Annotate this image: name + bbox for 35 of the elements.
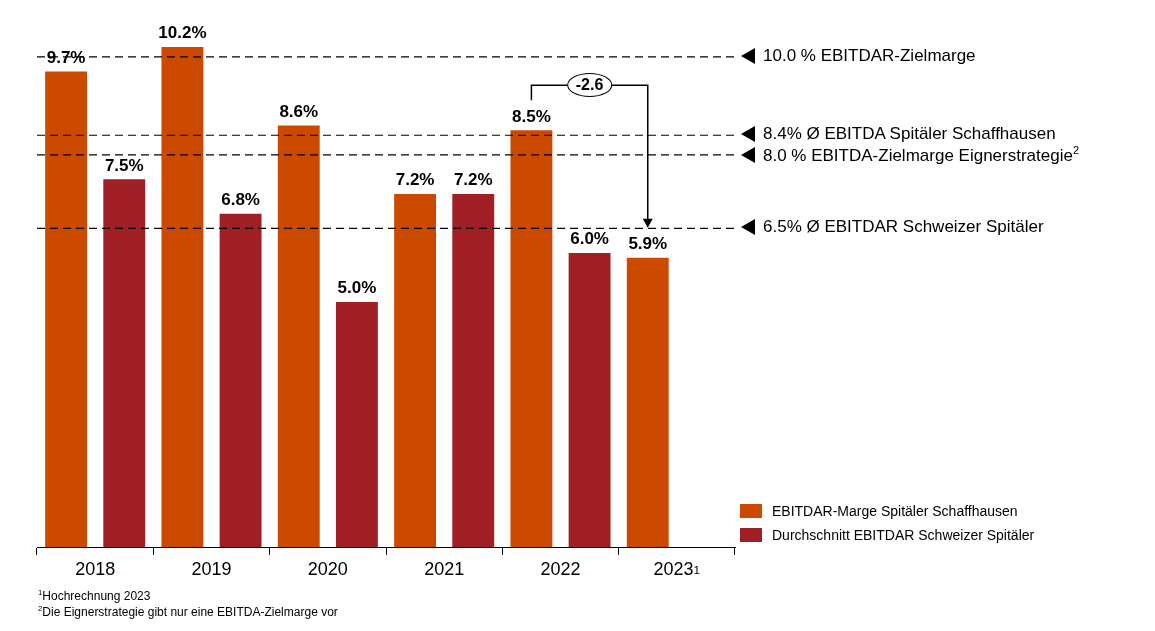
data-label: 6.8%: [221, 189, 260, 209]
data-label: 6.0%: [570, 229, 609, 249]
data-label: 10.2%: [158, 23, 207, 43]
data-label: 7.2%: [395, 170, 435, 190]
bar: [161, 47, 204, 547]
data-label: 8.6%: [279, 101, 319, 121]
x-tick-label: 2018: [75, 559, 116, 580]
bar: [335, 301, 378, 547]
data-label: 8.5%: [512, 106, 551, 126]
x-tick-label: 2019: [191, 559, 232, 580]
data-label: 5.0%: [337, 278, 377, 298]
text: $^{1}$Hochrechnung 2023: [38, 588, 151, 603]
bar: [626, 257, 669, 547]
bar: [219, 213, 262, 547]
bar: [394, 194, 437, 547]
bar: [568, 252, 611, 547]
legend-label: Durchschnitt EBITDAR Schweizer Spitäler: [772, 527, 1035, 543]
data-label: 7.2%: [453, 170, 493, 190]
text: $^{2}$Die Eignerstrategie gibt nur eine EBITDA-Zielmarge vor: [38, 604, 338, 619]
ref-line-label: 8.4% Ø EBITDA Spitäler Schaffhausen: [763, 124, 1056, 145]
data-label: 7.5%: [104, 155, 144, 175]
bar: [277, 125, 320, 547]
x-tick-label: 2022: [540, 559, 581, 580]
bar: [452, 194, 495, 547]
ref-line-label: 8.0 % EBITDA-Zielmarge Eignerstrategie$^{2}$: [763, 143, 1080, 166]
legend-label: EBITDAR-Marge Spitäler Schaffhausen: [772, 503, 1018, 519]
bar: [45, 71, 88, 547]
x-tick-label: 2020: [307, 559, 348, 580]
ref-line-label: 6.5% Ø EBITDAR Schweizer Spitäler: [763, 217, 1044, 238]
ref-line-label: 10.0 % EBITDAR-Zielmarge: [763, 45, 976, 66]
x-tick-label: 2021: [424, 559, 465, 580]
annotation: -2.6: [566, 73, 613, 98]
data-label: 5.9%: [628, 233, 668, 253]
bar: [103, 179, 146, 547]
bar: [510, 130, 553, 547]
